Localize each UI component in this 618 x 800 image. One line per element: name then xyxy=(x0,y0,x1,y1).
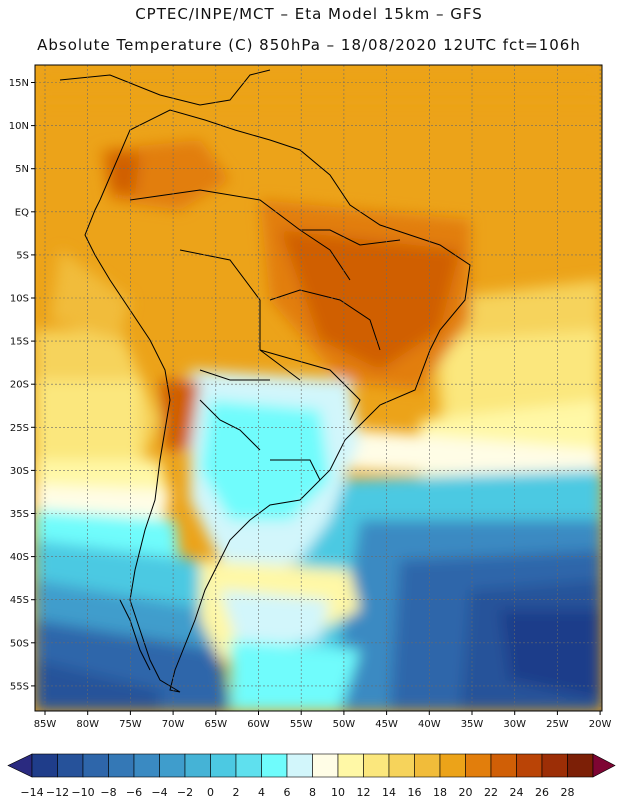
lat-label: 35S xyxy=(10,509,29,520)
colorbar-under-arrow xyxy=(7,753,33,778)
colorbar-label: −10 xyxy=(71,786,94,799)
lon-label: 85W xyxy=(34,719,57,730)
colorbar-swatch xyxy=(337,753,364,778)
colorbar-label: 18 xyxy=(433,786,447,799)
lat-label: 45S xyxy=(10,595,29,606)
colorbar-swatch xyxy=(31,753,58,778)
lat-label: 10S xyxy=(10,294,29,305)
longitude-labels: 85W 80W 75W 70W 65W 60W 55W 50W 45W 40W 35W 30W 25W 2… xyxy=(34,711,612,730)
lat-label: 20S xyxy=(10,380,29,391)
map-title-line2: Absolute Temperature (C) 850hPa – 18/08/… xyxy=(37,36,581,54)
colorbar-swatch xyxy=(108,753,135,778)
lon-label: 70W xyxy=(162,719,185,730)
colorbar-swatch xyxy=(567,753,594,778)
colorbar-label: 12 xyxy=(357,786,371,799)
colorbar-label: 24 xyxy=(510,786,524,799)
colorbar-swatch xyxy=(184,753,211,778)
lat-label: 40S xyxy=(10,552,29,563)
lat-label: 15N xyxy=(9,78,29,89)
lat-label: 30S xyxy=(10,466,29,477)
colorbar-swatch xyxy=(159,753,186,778)
colorbar-swatch xyxy=(210,753,237,778)
colorbar-label: 26 xyxy=(535,786,549,799)
lon-label: 80W xyxy=(76,719,99,730)
colorbar-label: −14 xyxy=(20,786,43,799)
colorbar-label: −2 xyxy=(177,786,193,799)
colorbar-swatch xyxy=(286,753,313,778)
lat-label: 15S xyxy=(10,337,29,348)
colorbar-label: 6 xyxy=(284,786,291,799)
lat-label: 50S xyxy=(10,638,29,649)
colorbar-label: −12 xyxy=(46,786,69,799)
lat-label: 5S xyxy=(16,250,29,261)
colorbar-swatch xyxy=(541,753,568,778)
lon-label: 30W xyxy=(503,719,526,730)
colorbar-label: 10 xyxy=(331,786,345,799)
lon-label: 75W xyxy=(119,719,142,730)
lon-label: 45W xyxy=(375,719,398,730)
colorbar-labels: −14 −12 −10 −8 −6 −4 −2 0 2 4 6 8 10 12 14 16 18 20 22 24 26… xyxy=(20,786,574,799)
lon-label: 55W xyxy=(290,719,313,730)
colorbar-label: 22 xyxy=(484,786,498,799)
colorbar xyxy=(7,753,616,778)
colorbar-swatch xyxy=(465,753,492,778)
lon-label: 20W xyxy=(589,719,612,730)
colorbar-swatch xyxy=(133,753,160,778)
colorbar-label: 0 xyxy=(207,786,214,799)
colorbar-label: 2 xyxy=(233,786,240,799)
colorbar-label: 20 xyxy=(459,786,473,799)
lon-label: 50W xyxy=(333,719,356,730)
colorbar-label: −4 xyxy=(151,786,167,799)
lon-label: 25W xyxy=(546,719,569,730)
lat-label: 55S xyxy=(10,681,29,692)
lat-label: 25S xyxy=(10,423,29,434)
colorbar-label: 4 xyxy=(258,786,265,799)
lon-label: 35W xyxy=(461,719,484,730)
colorbar-swatch xyxy=(312,753,339,778)
colorbar-label: 16 xyxy=(408,786,422,799)
map-title-line1: CPTEC/INPE/MCT – Eta Model 15km – GFS xyxy=(135,5,483,23)
colorbar-label: −6 xyxy=(126,786,142,799)
lon-label: 65W xyxy=(204,719,227,730)
lat-label: 10N xyxy=(9,121,29,132)
colorbar-swatch xyxy=(388,753,415,778)
temperature-field xyxy=(35,65,602,711)
colorbar-label: 14 xyxy=(382,786,396,799)
lat-label: 5N xyxy=(15,164,29,175)
colorbar-over-arrow xyxy=(592,753,616,778)
colorbar-swatch xyxy=(516,753,543,778)
lat-label: EQ xyxy=(15,207,29,218)
colorbar-swatch xyxy=(82,753,109,778)
colorbar-swatch xyxy=(261,753,288,778)
colorbar-label: 28 xyxy=(561,786,575,799)
map-frame xyxy=(34,64,603,712)
latitude-labels: 15N 10N 5N EQ 5S 10S 15S 20S 25S 30S 35S 40S 45S 50S 5… xyxy=(9,78,35,692)
lon-label: 60W xyxy=(247,719,270,730)
colorbar-swatch xyxy=(57,753,84,778)
graticule xyxy=(35,65,602,711)
colorbar-swatch xyxy=(414,753,441,778)
lon-label: 40W xyxy=(418,719,441,730)
colorbar-swatch xyxy=(490,753,517,778)
colorbar-label: −8 xyxy=(100,786,116,799)
colorbar-label: 8 xyxy=(309,786,316,799)
colorbar-swatch xyxy=(363,753,390,778)
colorbar-swatch xyxy=(235,753,262,778)
colorbar-swatch xyxy=(439,753,466,778)
